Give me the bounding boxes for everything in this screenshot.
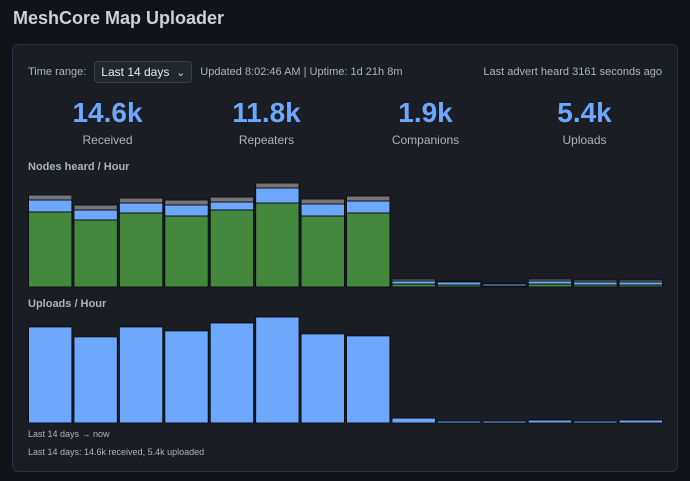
bar-segment-series-0 xyxy=(73,219,118,288)
stat-companions: 1.9k Companions xyxy=(346,97,505,147)
upload-bar xyxy=(436,420,482,424)
chevron-down-icon: ⌄ xyxy=(176,66,186,79)
updated-status: Updated 8:02:46 AM | Uptime: 1d 21h 8m xyxy=(200,66,403,78)
nodes-chart-title: Nodes heard / Hour xyxy=(28,161,130,173)
stat-uploads: 5.4k Uploads xyxy=(505,97,664,147)
bar-segment-series-0 xyxy=(255,202,300,288)
time-range-select[interactable]: Last 14 days ⌄ xyxy=(94,61,193,83)
bar-segment-series-2 xyxy=(164,199,209,206)
bar-segment-series-1 xyxy=(164,204,209,217)
upload-bar xyxy=(618,419,663,424)
bar-segment-series-2 xyxy=(118,197,164,204)
time-range-value: Last 14 days xyxy=(101,65,170,79)
bar-segment-series-2 xyxy=(436,280,482,283)
bar-segment-series-2 xyxy=(482,282,527,285)
bar-segment-series-1 xyxy=(346,200,391,214)
stat-value: 14.6k xyxy=(72,97,143,128)
upload-bar xyxy=(482,420,527,424)
stat-repeaters: 11.8k Repeaters xyxy=(187,97,346,147)
upload-bar xyxy=(118,326,164,424)
bar-segment-series-2 xyxy=(391,278,436,282)
bar-segment-series-1 xyxy=(73,209,118,221)
time-range-label: Time range: xyxy=(28,66,87,78)
upload-bar xyxy=(164,330,209,424)
stats-row: 14.6k Received 11.8k Repeaters 1.9k Comp… xyxy=(28,97,664,147)
stat-value: 1.9k xyxy=(398,97,453,128)
bar-segment-series-1 xyxy=(209,201,255,211)
bar-segment-series-0 xyxy=(28,211,73,288)
stat-value: 5.4k xyxy=(557,97,612,128)
stat-received: 14.6k Received xyxy=(28,97,187,147)
upload-bar xyxy=(28,326,73,424)
bar-segment-series-2 xyxy=(28,194,73,201)
stat-label: Companions xyxy=(391,133,460,147)
bar-segment-series-2 xyxy=(618,279,663,283)
bar-segment-series-2 xyxy=(300,198,346,205)
upload-bar xyxy=(527,419,573,424)
dashboard-panel: Time range: Last 14 days ⌄ Updated 8:02:… xyxy=(12,44,678,472)
bar-segment-series-2 xyxy=(209,196,255,203)
upload-bar xyxy=(346,335,391,424)
app-title: MeshCore Map Uploader xyxy=(13,8,225,28)
last-advert-status: Last advert heard 3161 seconds ago xyxy=(483,66,662,78)
bar-segment-series-0 xyxy=(118,212,164,288)
upload-bar xyxy=(255,316,300,424)
upload-bar xyxy=(300,333,346,424)
stat-label: Repeaters xyxy=(238,133,295,147)
bar-segment-series-2 xyxy=(73,204,118,211)
bar-segment-series-0 xyxy=(209,209,255,288)
stat-value: 11.8k xyxy=(232,97,301,128)
bar-segment-series-0 xyxy=(300,215,346,288)
uploads-chart xyxy=(28,316,663,424)
bar-segment-series-2 xyxy=(346,195,391,202)
upload-bar xyxy=(209,322,255,424)
range-caption: Last 14 days → now xyxy=(28,429,110,439)
bar-segment-series-1 xyxy=(300,203,346,217)
bar-segment-series-1 xyxy=(255,187,300,204)
nodes-heard-chart xyxy=(28,182,663,288)
bar-segment-series-1 xyxy=(28,199,73,213)
bar-segment-series-0 xyxy=(346,212,391,288)
upload-bar xyxy=(73,336,118,424)
toolbar: Time range: Last 14 days ⌄ Updated 8:02:… xyxy=(28,60,662,84)
bar-segment-series-2 xyxy=(527,278,573,282)
uploads-chart-title: Uploads / Hour xyxy=(28,298,107,310)
upload-bar xyxy=(573,420,618,424)
upload-bar xyxy=(391,417,436,424)
bar-segment-series-2 xyxy=(573,279,618,283)
stat-label: Received xyxy=(82,133,133,147)
bar-segment-series-0 xyxy=(164,215,209,288)
bar-segment-series-1 xyxy=(118,202,164,214)
summary-caption: Last 14 days: 14.6k received, 5.4k uploa… xyxy=(28,447,205,457)
bar-segment-series-2 xyxy=(255,182,300,189)
stat-label: Uploads xyxy=(562,133,607,147)
